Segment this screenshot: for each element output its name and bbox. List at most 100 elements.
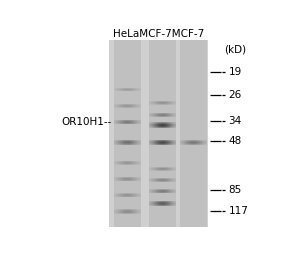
Bar: [166, 127, 167, 128]
Bar: [170, 127, 171, 128]
Bar: [158, 140, 159, 141]
Bar: [157, 141, 158, 142]
Bar: [156, 203, 157, 204]
Bar: [149, 141, 150, 142]
Bar: [156, 204, 157, 205]
Bar: [163, 142, 164, 143]
Bar: [175, 144, 176, 145]
Bar: [173, 126, 174, 127]
Bar: [170, 124, 171, 125]
Bar: [165, 205, 166, 206]
Bar: [152, 140, 153, 141]
Bar: [167, 124, 168, 125]
Bar: [162, 141, 163, 142]
Bar: [154, 125, 155, 126]
Bar: [166, 125, 167, 126]
Bar: [154, 144, 155, 145]
Bar: [157, 127, 158, 128]
Bar: [165, 142, 166, 143]
Bar: [158, 127, 159, 128]
Bar: [154, 124, 155, 125]
Bar: [172, 126, 173, 127]
Bar: [165, 122, 166, 123]
Bar: [149, 204, 150, 205]
Bar: [155, 141, 156, 142]
Bar: [172, 205, 173, 206]
Bar: [161, 144, 162, 145]
Bar: [149, 126, 150, 127]
Bar: [167, 123, 168, 124]
Bar: [155, 140, 156, 141]
Bar: [158, 202, 159, 203]
Bar: [167, 141, 168, 142]
Bar: [161, 143, 162, 144]
Bar: [166, 202, 167, 203]
Bar: [151, 201, 152, 202]
Bar: [164, 125, 165, 126]
Bar: [149, 40, 176, 227]
Bar: [160, 203, 161, 204]
Bar: [155, 144, 156, 145]
Bar: [172, 143, 173, 144]
Bar: [157, 203, 158, 204]
Bar: [166, 123, 167, 124]
Bar: [171, 201, 172, 202]
Bar: [151, 204, 152, 205]
Bar: [156, 142, 157, 143]
Bar: [173, 142, 174, 143]
Bar: [170, 126, 171, 127]
Bar: [155, 203, 156, 204]
Bar: [162, 124, 163, 125]
Bar: [152, 204, 153, 205]
Bar: [167, 125, 168, 126]
Bar: [157, 201, 158, 202]
Bar: [160, 123, 161, 124]
Bar: [150, 202, 151, 203]
Bar: [150, 125, 151, 126]
Bar: [153, 123, 154, 124]
Bar: [163, 127, 164, 128]
Bar: [161, 127, 162, 128]
Bar: [175, 203, 176, 204]
Bar: [173, 202, 174, 203]
Bar: [175, 204, 176, 205]
Bar: [164, 123, 165, 124]
Bar: [158, 141, 159, 142]
Bar: [167, 205, 168, 206]
Bar: [171, 127, 172, 128]
Bar: [160, 201, 161, 202]
Bar: [157, 124, 158, 125]
Bar: [160, 142, 161, 143]
Bar: [172, 142, 173, 143]
Bar: [162, 142, 163, 143]
Bar: [175, 122, 176, 123]
Bar: [150, 142, 151, 143]
Bar: [167, 140, 168, 141]
Bar: [164, 122, 165, 123]
Bar: [172, 124, 173, 125]
Bar: [175, 125, 176, 126]
Bar: [155, 127, 156, 128]
Bar: [174, 140, 175, 141]
Bar: [170, 204, 171, 205]
Bar: [172, 122, 173, 123]
Bar: [152, 203, 153, 204]
Bar: [164, 127, 165, 128]
Bar: [173, 203, 174, 204]
Bar: [150, 127, 151, 128]
Bar: [165, 123, 166, 124]
Bar: [174, 127, 175, 128]
Bar: [174, 142, 175, 143]
Bar: [158, 201, 159, 202]
Bar: [166, 122, 167, 123]
Bar: [151, 140, 152, 141]
Bar: [150, 126, 151, 127]
Bar: [158, 125, 159, 126]
Bar: [167, 127, 168, 128]
Text: 48: 48: [228, 136, 242, 147]
Bar: [159, 124, 160, 125]
Bar: [158, 204, 159, 205]
Bar: [156, 125, 157, 126]
Bar: [150, 143, 151, 144]
Bar: [163, 141, 164, 142]
